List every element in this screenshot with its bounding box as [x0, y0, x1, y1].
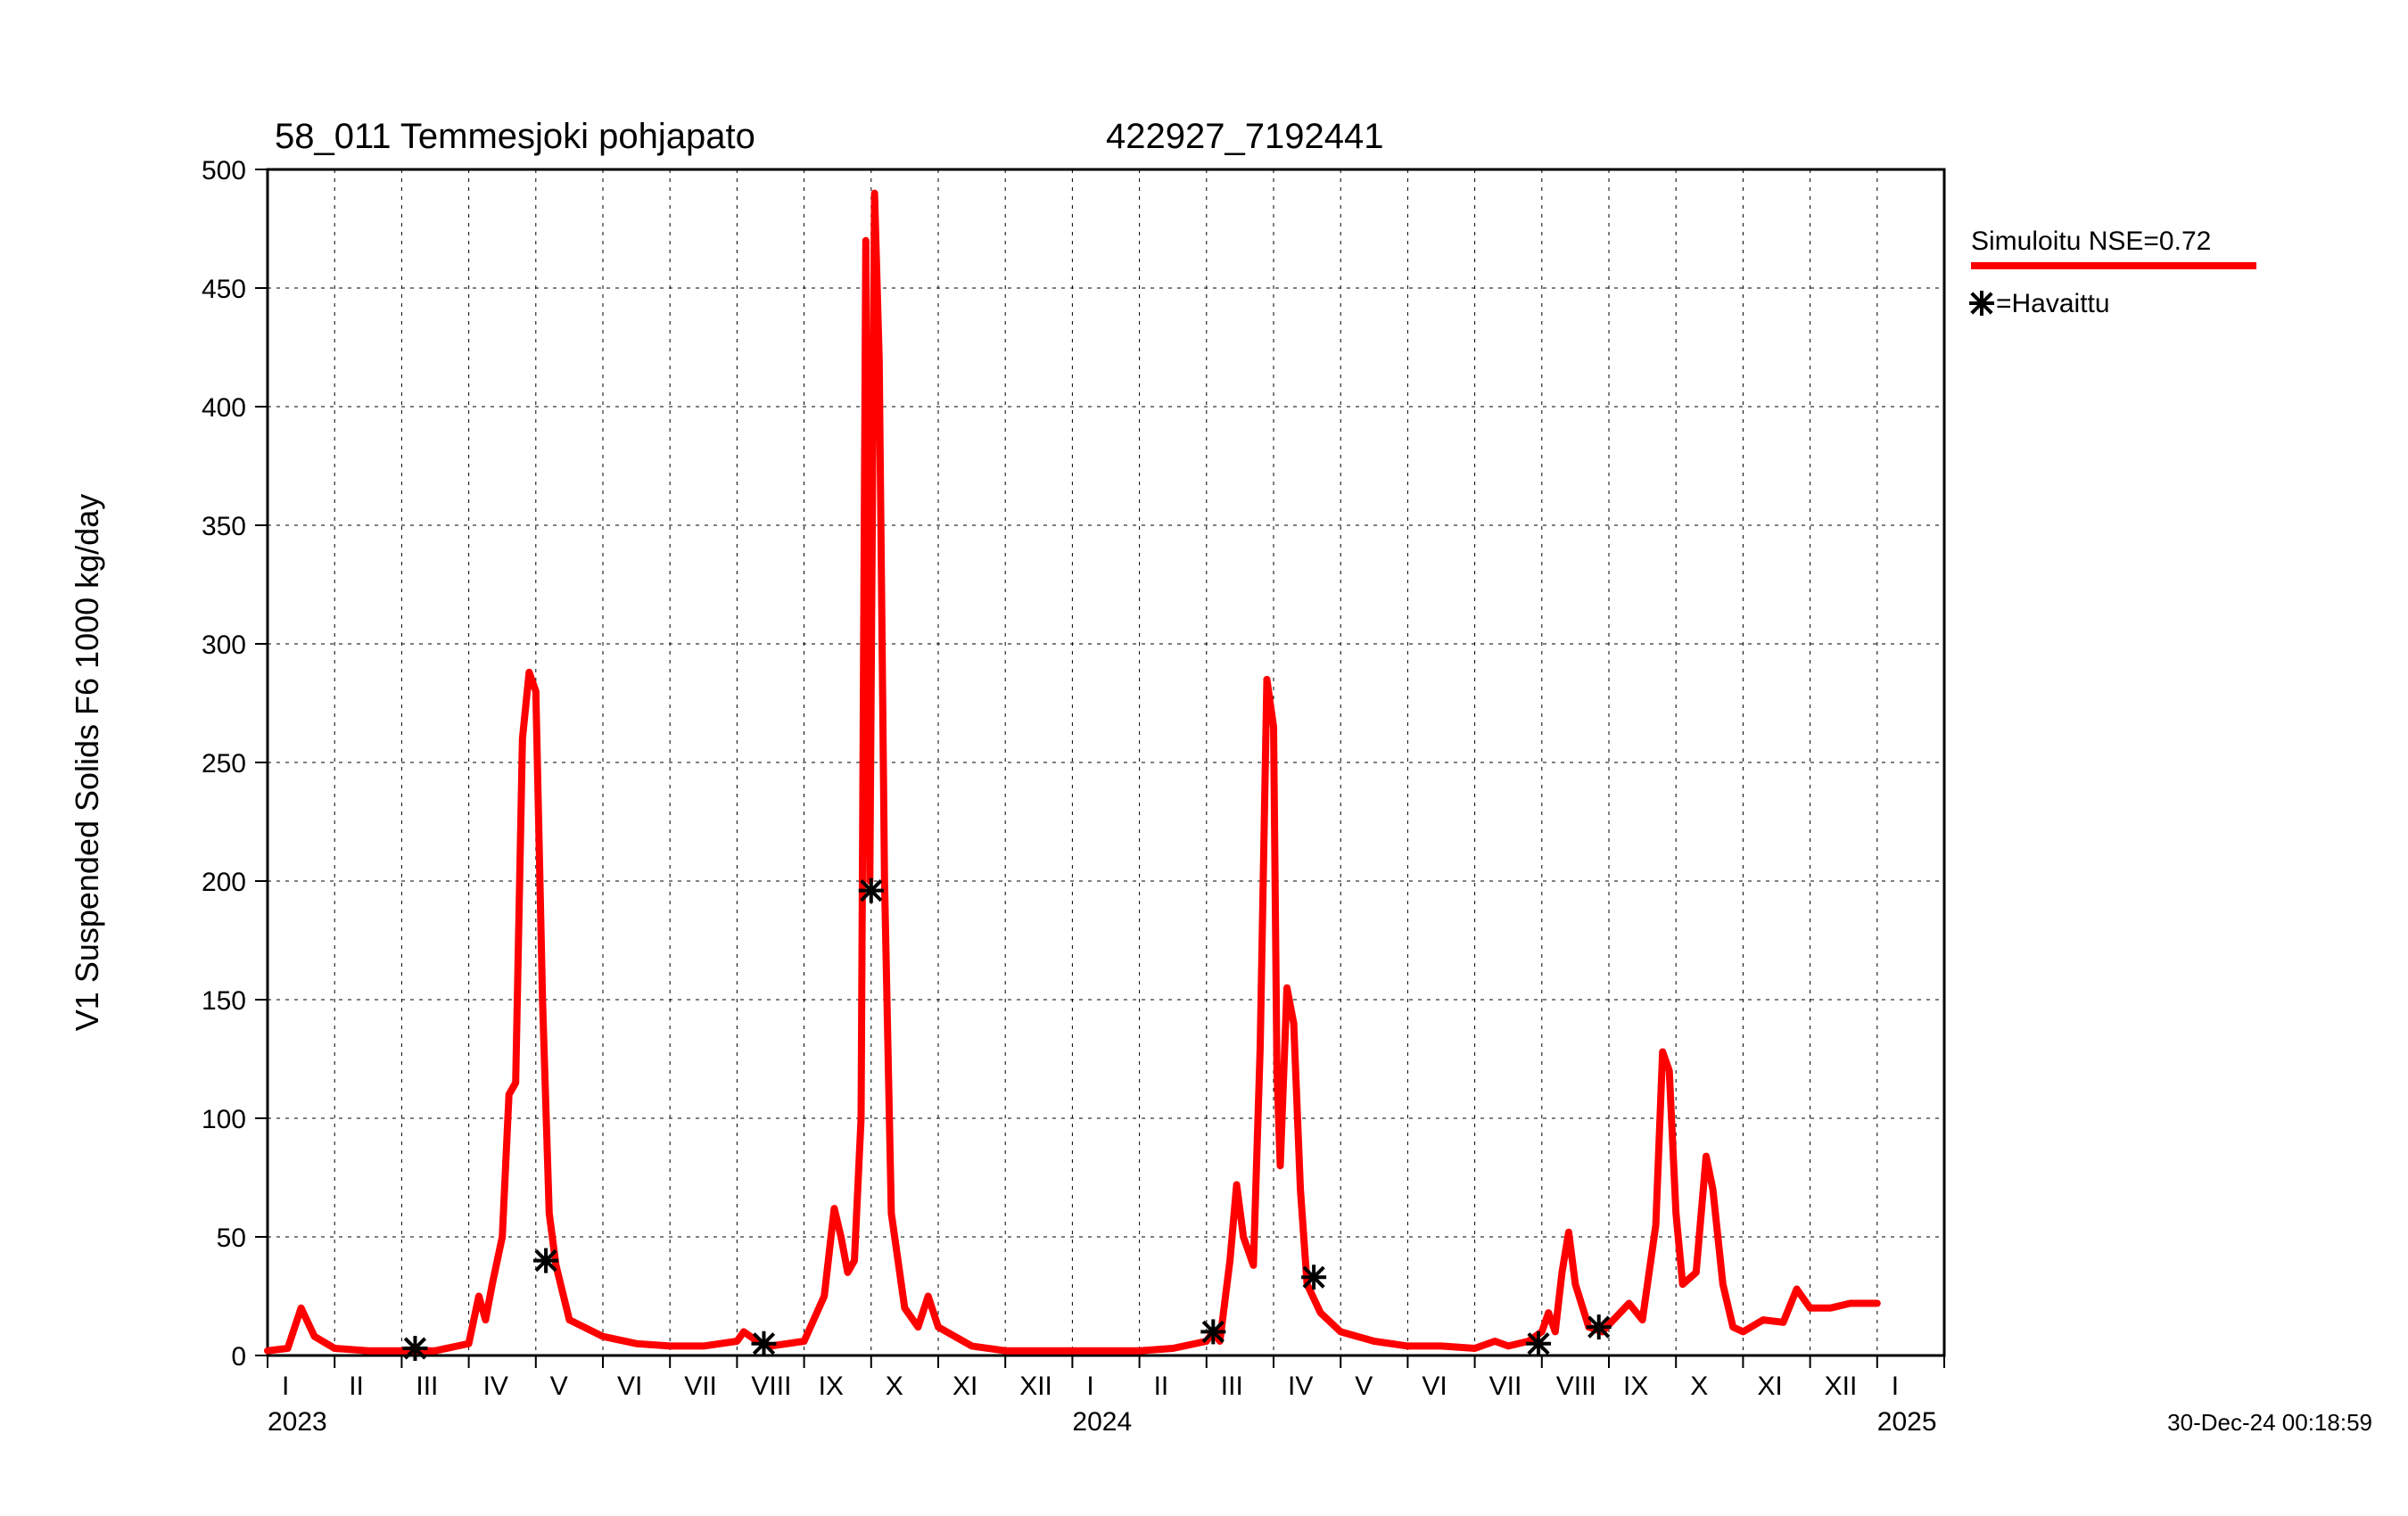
- observed-marker: [1301, 1265, 1326, 1289]
- x-month-label: IX: [819, 1372, 844, 1401]
- observed-marker: [402, 1336, 427, 1361]
- y-tick-label: 500: [202, 156, 246, 185]
- legend-sim-label: Simuloitu NSE=0.72: [1971, 227, 2211, 256]
- y-tick-label: 100: [202, 1105, 246, 1134]
- x-month-label: I: [1892, 1372, 1899, 1401]
- y-tick-label: 50: [217, 1224, 246, 1253]
- x-month-label: VIII: [751, 1372, 791, 1401]
- y-tick-label: 350: [202, 512, 246, 541]
- chart-title-right: 422927_7192441: [1106, 117, 1383, 156]
- x-month-label: VII: [684, 1372, 717, 1401]
- x-year-label: 2025: [1877, 1407, 1937, 1437]
- chart-title-left: 58_011 Temmesjoki pohjapato: [275, 117, 755, 156]
- x-year-label: 2024: [1072, 1407, 1132, 1437]
- x-month-label: VI: [617, 1372, 642, 1401]
- y-axis-label: V1 Suspended Solids F6 1000 kg/day: [69, 494, 105, 1031]
- x-month-label: XI: [1757, 1372, 1782, 1401]
- x-month-label: II: [349, 1372, 364, 1401]
- chart-container: 050100150200250300350400450500IIIIIIIVVV…: [0, 0, 2408, 1516]
- y-tick-label: 150: [202, 986, 246, 1016]
- observed-marker: [751, 1331, 776, 1356]
- x-month-label: X: [886, 1372, 903, 1401]
- y-tick-label: 400: [202, 393, 246, 423]
- observed-marker: [1526, 1331, 1551, 1356]
- x-month-label: VII: [1489, 1372, 1522, 1401]
- x-month-label: IX: [1623, 1372, 1648, 1401]
- observed-marker: [1587, 1314, 1612, 1339]
- observed-marker: [1200, 1319, 1225, 1344]
- x-month-label: III: [1221, 1372, 1243, 1401]
- y-tick-label: 300: [202, 630, 246, 660]
- x-month-label: IV: [483, 1372, 508, 1401]
- observed-marker: [533, 1248, 558, 1273]
- timestamp-label: 30-Dec-24 00:18:59: [2167, 1409, 2372, 1436]
- x-month-label: I: [1086, 1372, 1093, 1401]
- x-month-label: XII: [1825, 1372, 1858, 1401]
- y-tick-label: 450: [202, 275, 246, 304]
- y-tick-label: 200: [202, 868, 246, 897]
- x-month-label: VI: [1422, 1372, 1447, 1401]
- x-month-label: IV: [1288, 1372, 1313, 1401]
- x-year-label: 2023: [268, 1407, 327, 1437]
- x-month-label: XII: [1019, 1372, 1052, 1401]
- x-month-label: I: [282, 1372, 289, 1401]
- x-month-label: III: [416, 1372, 438, 1401]
- x-month-label: XI: [952, 1372, 977, 1401]
- y-tick-label: 250: [202, 749, 246, 779]
- legend-obs-label: =Havaittu: [1996, 289, 2110, 318]
- x-month-label: VIII: [1556, 1372, 1596, 1401]
- y-tick-label: 0: [231, 1342, 246, 1372]
- x-month-label: V: [550, 1372, 568, 1401]
- chart-svg: 050100150200250300350400450500IIIIIIIVVV…: [0, 0, 2408, 1516]
- observed-marker: [1969, 291, 1994, 316]
- x-month-label: V: [1355, 1372, 1373, 1401]
- x-month-label: II: [1154, 1372, 1169, 1401]
- observed-marker: [859, 878, 884, 903]
- x-month-label: X: [1690, 1372, 1708, 1401]
